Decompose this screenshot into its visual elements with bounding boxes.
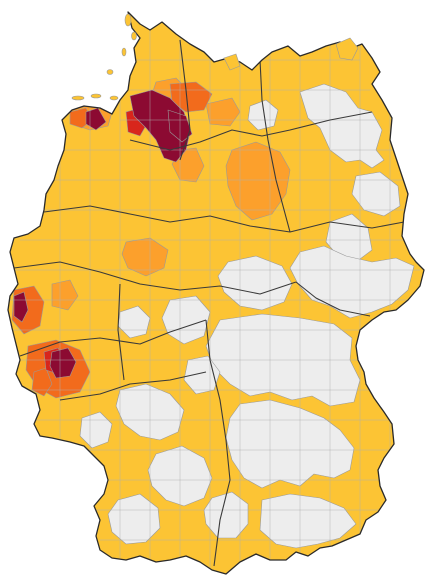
baltic-islands — [223, 37, 359, 71]
district-nodata-east — [299, 83, 385, 169]
district-nodata-palatinate — [79, 411, 113, 449]
district-nodata-bavaria-central — [225, 399, 355, 489]
district-extreme-eifel — [49, 347, 77, 379]
north-sea-islands — [71, 13, 137, 101]
district-nodata-hesse-east — [161, 295, 211, 345]
district-medium-lower-saxony — [225, 141, 291, 221]
district-extreme-emsland — [85, 107, 107, 131]
district-nodata-thuringia — [217, 255, 293, 311]
district-nodata-bavaria-south — [259, 493, 357, 549]
district-borders — [10, 30, 420, 570]
district-nodata-bw-south — [107, 493, 161, 545]
district-medium-bremen-west — [205, 97, 241, 127]
state-borders — [13, 39, 405, 567]
district-nodata-saxony-west — [351, 171, 401, 217]
district-extreme-aachen — [13, 291, 29, 323]
district-nodata-swabia — [203, 491, 249, 539]
district-medium-rhineland — [51, 279, 79, 311]
